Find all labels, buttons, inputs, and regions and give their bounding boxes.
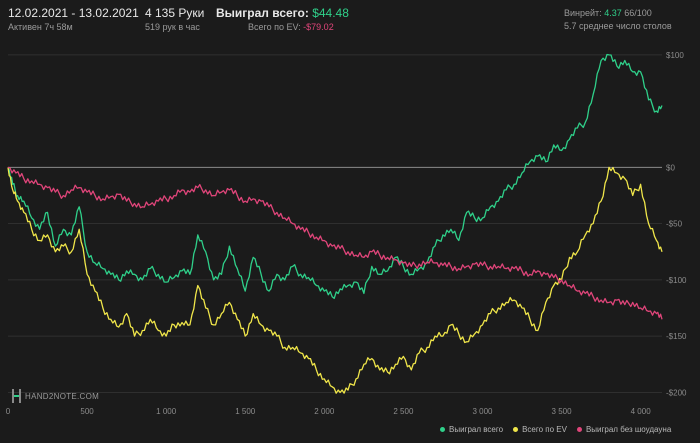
avg-tables: 5.7 среднее число столов <box>564 21 672 31</box>
legend-dot-won <box>440 427 445 432</box>
hands-per-hour: 519 рук в час <box>145 22 200 32</box>
series-line-nonsd <box>7 166 663 320</box>
legend-dot-nonsd <box>576 427 582 432</box>
legend-item-ev[interactable]: Всего по EV <box>513 425 567 434</box>
x-axis-ticks: 0 500 1 000 1 500 2 000 2 500 3 000 3 500 4 000 <box>6 407 651 416</box>
winrate-value: 4.37 <box>604 8 622 18</box>
y-tick-label: $0 <box>666 163 675 172</box>
x-tick-label: 1 500 <box>235 407 256 416</box>
winrate: Винрейт: 4.37 66/100 <box>564 8 652 18</box>
x-tick-label: 500 <box>80 407 94 416</box>
legend-label-won: Выиграл всего <box>449 425 504 434</box>
x-tick-label: 0 <box>6 407 11 416</box>
y-axis-ticks: $100 $0 -$50 -$100 -$150 -$200 <box>666 51 687 398</box>
hands-count: 4 135 Руки <box>145 6 205 20</box>
y-tick-label: -$100 <box>666 276 687 285</box>
chart-legend: Выиграл всего Всего по EV Выиграл без шо… <box>440 425 698 434</box>
summary-header: 12.02.2021 - 13.02.2021 Активен 7ч 58м 4… <box>0 0 700 40</box>
y-tick-label: -$200 <box>666 388 687 397</box>
active-time: Активен 7ч 58м <box>8 22 73 32</box>
winrate-suffix: 66/100 <box>624 8 652 18</box>
won-total-label: Выиграл всего: <box>216 6 309 20</box>
ev-total-value: -$79.02 <box>303 22 334 32</box>
legend-dot-ev <box>513 427 519 432</box>
x-tick-label: 1 000 <box>156 407 177 416</box>
x-tick-label: 4 000 <box>631 407 652 416</box>
legend-item-nonsd[interactable]: Выиграл без шоудауна <box>576 425 672 434</box>
legend-item-won[interactable]: Выиграл всего <box>440 425 503 434</box>
series-lines <box>7 53 663 394</box>
hand2note-logo-text: HAND2NOTE.COM <box>25 391 100 401</box>
won-total: Выиграл всего: $44.48 <box>216 6 349 20</box>
y-tick-label: -$150 <box>666 332 687 341</box>
date-range: 12.02.2021 - 13.02.2021 <box>8 6 139 20</box>
series-line-ev <box>7 166 663 394</box>
x-tick-label: 2 500 <box>393 407 414 416</box>
hand2note-logo: HAND2NOTE.COM <box>12 388 99 404</box>
winrate-label: Винрейт: <box>564 8 602 18</box>
series-line-won <box>7 53 663 300</box>
ev-total-label: Всего по EV: <box>248 22 301 32</box>
ev-total: Всего по EV: -$79.02 <box>248 22 334 32</box>
x-tick-label: 3 500 <box>552 407 573 416</box>
x-tick-label: 2 000 <box>314 407 335 416</box>
legend-label-nonsd: Выиграл без шоудауна <box>585 425 672 434</box>
y-tick-label: -$50 <box>666 220 683 229</box>
y-tick-label: $100 <box>666 51 684 60</box>
hand2note-logo-icon <box>12 389 21 403</box>
grid <box>8 54 662 393</box>
x-tick-label: 3 000 <box>472 407 493 416</box>
won-total-value: $44.48 <box>312 6 349 20</box>
legend-label-ev: Всего по EV <box>522 425 567 434</box>
